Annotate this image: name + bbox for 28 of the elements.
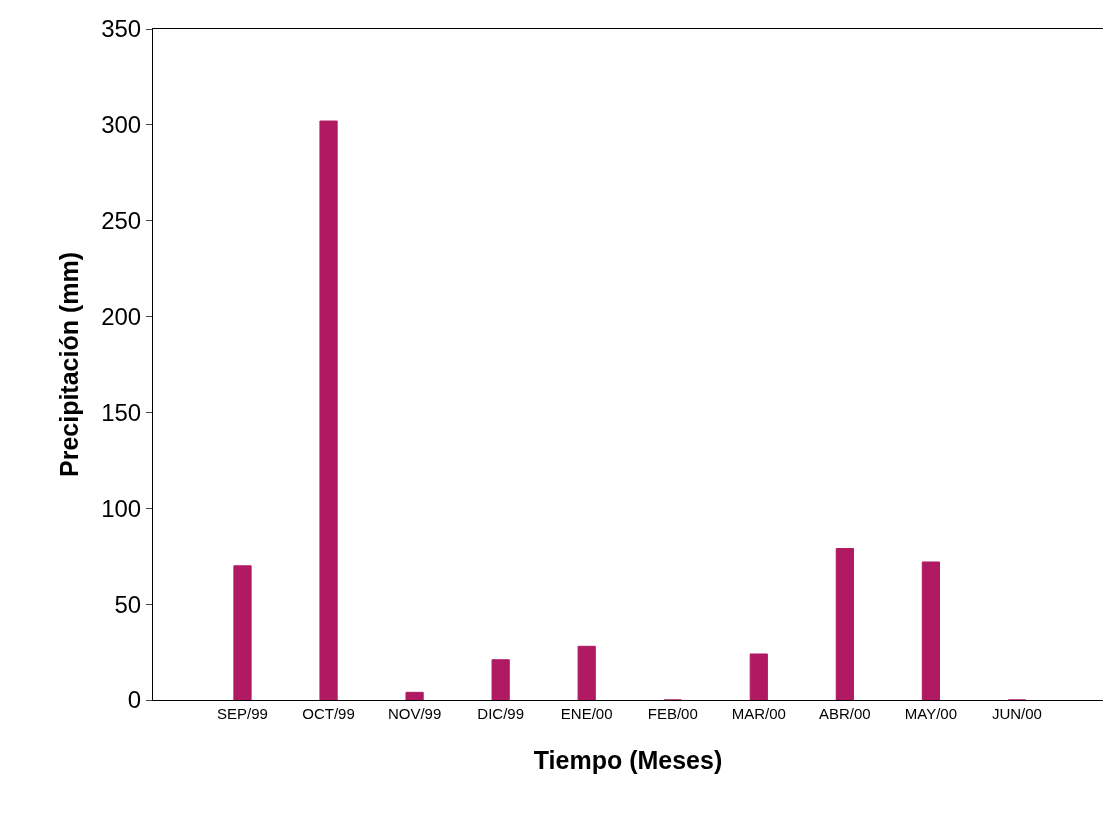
bar	[835, 548, 854, 700]
y-tick-label: 150	[101, 398, 142, 426]
x-tick-label: FEB/00	[647, 705, 698, 722]
x-tick-label: JUN/00	[991, 705, 1042, 722]
y-axis-title: Precipitación (mm)	[54, 251, 83, 478]
x-tick-label: NOV/99	[387, 705, 442, 722]
y-tick-label: 200	[101, 302, 142, 330]
y-tick-label: 300	[101, 111, 142, 139]
x-tick-label: OCT/99	[302, 705, 355, 722]
x-tick-label: ENE/00	[560, 705, 613, 722]
bar	[405, 691, 424, 700]
x-tick-label: DIC/99	[477, 705, 524, 722]
bar	[233, 565, 252, 700]
x-tick-label: SEP/99	[217, 705, 268, 722]
y-tick-label: 250	[101, 207, 142, 235]
x-tick-label: ABR/00	[819, 705, 871, 722]
bar	[319, 120, 338, 700]
bar	[491, 659, 510, 700]
x-tick-label: MAR/00	[731, 705, 786, 722]
bar	[921, 561, 940, 700]
y-tick-label: 0	[127, 686, 142, 714]
bar	[749, 653, 768, 700]
y-tick-label: 100	[101, 494, 142, 522]
bar	[577, 645, 596, 700]
x-tick-label: MAY/00	[904, 705, 958, 722]
y-tick-label: 50	[114, 590, 142, 618]
y-tick-label: 350	[101, 15, 142, 43]
x-axis-title: Tiempo (Meses)	[533, 746, 723, 774]
